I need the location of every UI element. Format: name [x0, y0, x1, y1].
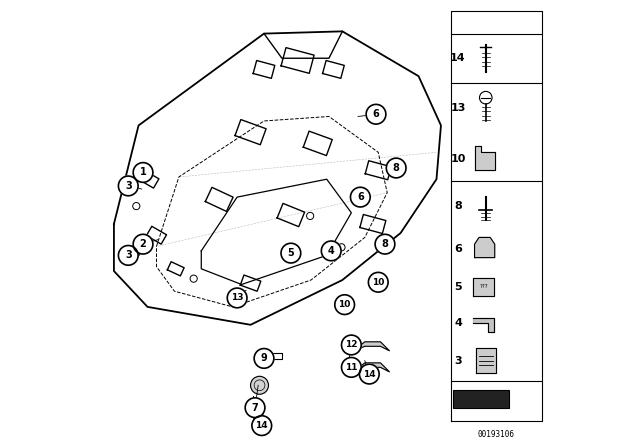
Text: 14: 14: [363, 370, 376, 379]
Text: 5: 5: [287, 248, 294, 258]
Text: 4: 4: [328, 246, 335, 256]
Circle shape: [133, 234, 153, 254]
Circle shape: [342, 358, 361, 377]
Text: 2: 2: [140, 239, 147, 249]
Polygon shape: [476, 348, 495, 373]
Circle shape: [227, 288, 247, 308]
Text: 8: 8: [393, 163, 399, 173]
Text: 9: 9: [260, 353, 268, 363]
Text: 4: 4: [454, 319, 462, 328]
Circle shape: [252, 416, 271, 435]
Circle shape: [118, 246, 138, 265]
Text: ???: ???: [479, 284, 488, 289]
Text: 3: 3: [125, 181, 132, 191]
Text: 5: 5: [454, 282, 462, 292]
Text: 13: 13: [451, 103, 466, 112]
Text: 14: 14: [450, 53, 466, 63]
Text: 3: 3: [125, 250, 132, 260]
Polygon shape: [475, 237, 495, 258]
Circle shape: [375, 234, 395, 254]
Text: 6: 6: [454, 244, 462, 254]
Polygon shape: [473, 318, 494, 332]
FancyBboxPatch shape: [453, 390, 509, 408]
Text: 6: 6: [372, 109, 380, 119]
Circle shape: [254, 349, 274, 368]
Circle shape: [250, 376, 269, 394]
Text: 10: 10: [339, 300, 351, 309]
Text: 10: 10: [372, 278, 385, 287]
Text: 6: 6: [357, 192, 364, 202]
Circle shape: [387, 158, 406, 178]
Text: 12: 12: [345, 340, 358, 349]
Circle shape: [369, 272, 388, 292]
Circle shape: [360, 364, 379, 384]
Text: 8: 8: [454, 201, 462, 211]
Polygon shape: [475, 146, 495, 170]
Text: 7: 7: [252, 403, 259, 413]
Text: 10: 10: [451, 154, 466, 164]
Circle shape: [342, 335, 361, 355]
Text: 11: 11: [345, 363, 358, 372]
Text: 1: 1: [140, 168, 147, 177]
Circle shape: [351, 187, 370, 207]
Text: 3: 3: [454, 356, 462, 366]
Circle shape: [245, 398, 265, 418]
Circle shape: [335, 295, 355, 314]
Circle shape: [479, 91, 492, 104]
Circle shape: [281, 243, 301, 263]
Text: 14: 14: [255, 421, 268, 430]
Polygon shape: [353, 342, 389, 351]
Text: 8: 8: [381, 239, 388, 249]
Circle shape: [118, 176, 138, 196]
Polygon shape: [473, 278, 494, 296]
Circle shape: [133, 163, 153, 182]
Text: 00193106: 00193106: [477, 430, 515, 439]
Circle shape: [321, 241, 341, 261]
Text: 13: 13: [231, 293, 243, 302]
Circle shape: [366, 104, 386, 124]
Polygon shape: [353, 363, 389, 372]
